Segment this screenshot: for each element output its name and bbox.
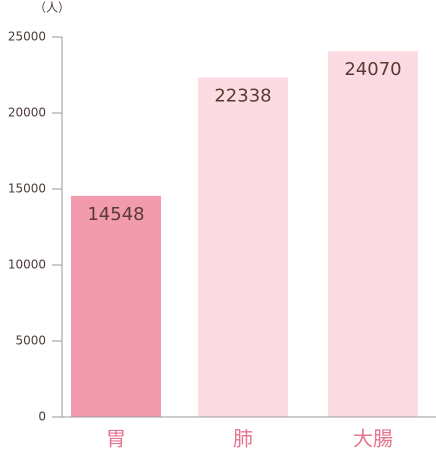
bar xyxy=(71,195,161,417)
value-label: 22338 xyxy=(214,85,271,106)
y-tick-label: 5000 xyxy=(15,334,46,348)
x-tick-label: 胃 xyxy=(106,427,126,451)
y-tick-label: 25000 xyxy=(8,30,46,44)
bar xyxy=(328,51,418,418)
y-tick-label: 0 xyxy=(38,410,46,424)
y-tick-label: 15000 xyxy=(8,182,46,196)
x-tick-label: 大腸 xyxy=(353,427,393,451)
value-label: 14548 xyxy=(87,204,144,225)
value-label: 24070 xyxy=(344,59,401,80)
y-tick-label: 10000 xyxy=(8,258,46,272)
y-tick-label: 20000 xyxy=(8,106,46,120)
x-tick-label: 肺 xyxy=(233,427,253,451)
bar xyxy=(198,77,288,417)
y-axis-label: （人） xyxy=(34,1,70,15)
